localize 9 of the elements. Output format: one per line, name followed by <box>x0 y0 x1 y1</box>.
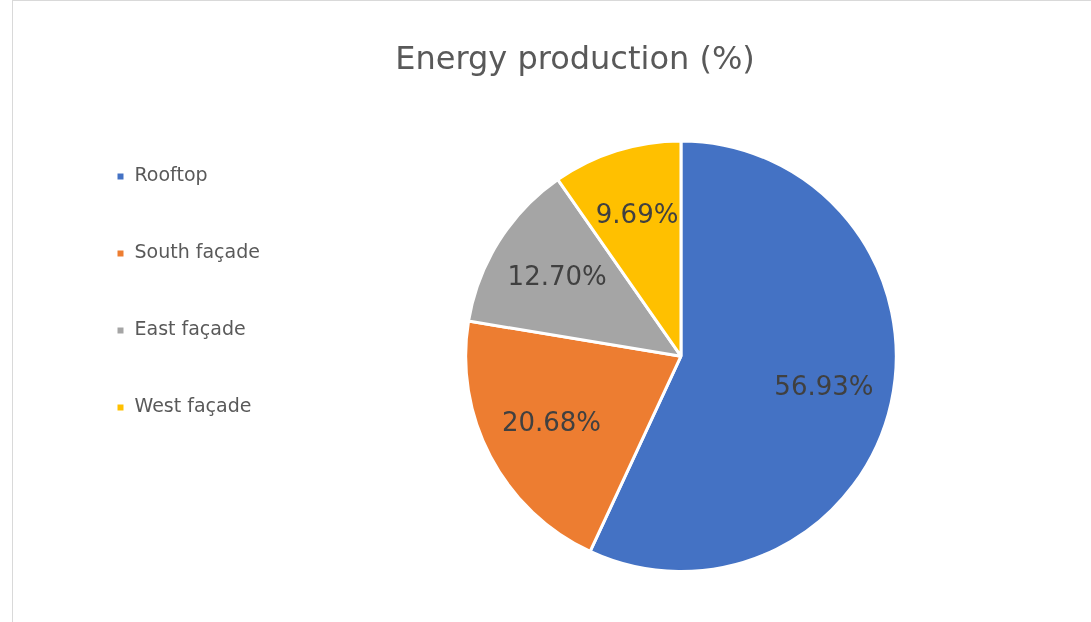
legend-label: West façade <box>134 394 252 417</box>
legend-label: Rooftop <box>134 163 208 186</box>
data-label: 56.93% <box>774 370 874 401</box>
legend-label: South façade <box>134 240 260 263</box>
data-label: 12.70% <box>507 260 607 291</box>
data-label: 20.68% <box>501 407 602 438</box>
legend-label: East façade <box>134 317 246 340</box>
data-label: 9.69% <box>595 199 679 230</box>
chart-title: Energy production (%) <box>395 38 755 77</box>
